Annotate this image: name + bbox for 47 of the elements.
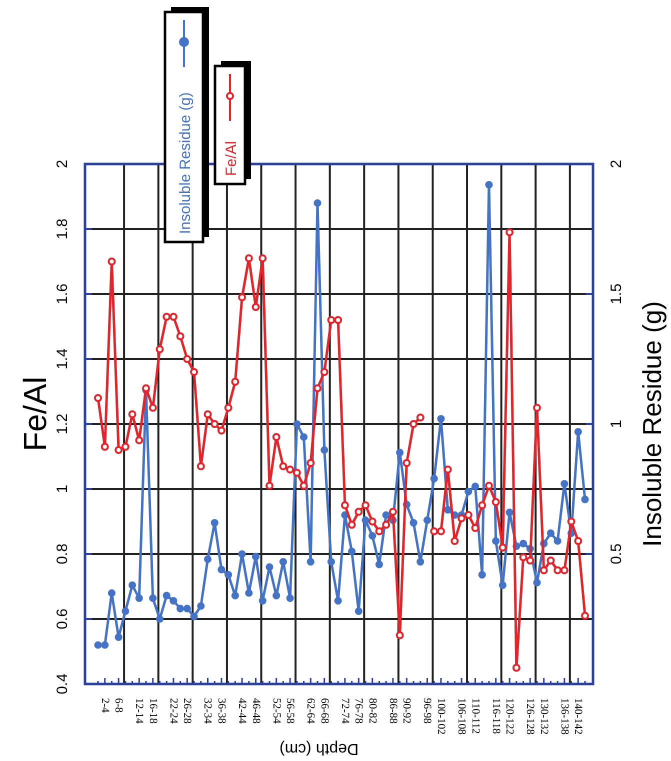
x-tick-label: 12-14: [133, 698, 146, 724]
x-tick-label: 52-54: [270, 698, 282, 724]
x-tick-label: 140-142: [572, 698, 584, 735]
x-tick-label: 96-98: [421, 698, 434, 724]
y2-axis-title: Insoluble Residue (g): [637, 301, 667, 547]
y-tick-label: 0.8: [54, 544, 71, 564]
x-tick-label: 22-24: [167, 698, 180, 724]
y-tick-label: 1: [54, 484, 71, 494]
y-tick-label: 2: [54, 160, 71, 168]
x-tick-label: 106-108: [456, 698, 468, 736]
x-tick-label: 100-102: [434, 698, 447, 735]
x-tick-label: 66-68: [318, 698, 330, 724]
y-tick-label: 1.4: [54, 348, 71, 370]
y2-tick-label: 0.5: [608, 544, 625, 564]
text: Insoluble Residue (g): [177, 92, 194, 234]
x-tick-label: 116-118: [490, 698, 502, 734]
x-tick-label: 42-44: [236, 698, 248, 724]
x-tick-label: 136-138: [558, 698, 570, 736]
x-tick-label: 32-34: [202, 698, 214, 724]
x-tick-label: 26-28: [181, 698, 194, 724]
x-tick-label: 6-8: [112, 698, 125, 714]
x-tick-label: 86-88: [386, 698, 399, 724]
x-tick-label: 72-74: [338, 698, 351, 724]
x-tick-label: 62-64: [304, 698, 317, 724]
y-axis-title: Fe/Al: [17, 376, 53, 452]
x-tick-label: 120-122: [504, 698, 516, 735]
y-tick-label: 1.2: [54, 414, 71, 434]
x-tick-label: 36-38: [215, 698, 228, 724]
y-tick-label: 0.4: [54, 674, 71, 694]
x-tick-label: 130-132: [538, 698, 550, 735]
y-tick-label: 0.6: [54, 608, 71, 630]
y-tick-label: 1.8: [54, 218, 71, 240]
x-tick-label: 126-128: [524, 698, 536, 736]
x-tick-label: 2-4: [98, 698, 111, 714]
y-tick-label: 1.6: [54, 284, 71, 304]
y2-tick-label: 1.5: [608, 284, 625, 304]
text: Fe/Al: [223, 140, 240, 176]
y2-tick-label: 2: [608, 160, 625, 168]
y2-tick-label: 1: [608, 420, 625, 428]
x-tick-label: 90-92: [400, 698, 413, 724]
x-axis-title: Depth (cm): [279, 740, 359, 757]
x-tick-label: 46-48: [250, 698, 262, 724]
x-tick-label: 56-58: [284, 698, 296, 724]
x-tick-label: 110-112: [469, 698, 482, 734]
x-tick-label: 80-82: [366, 698, 378, 724]
x-tick-label: 76-78: [352, 698, 365, 724]
x-tick-label: 16-18: [146, 698, 159, 724]
